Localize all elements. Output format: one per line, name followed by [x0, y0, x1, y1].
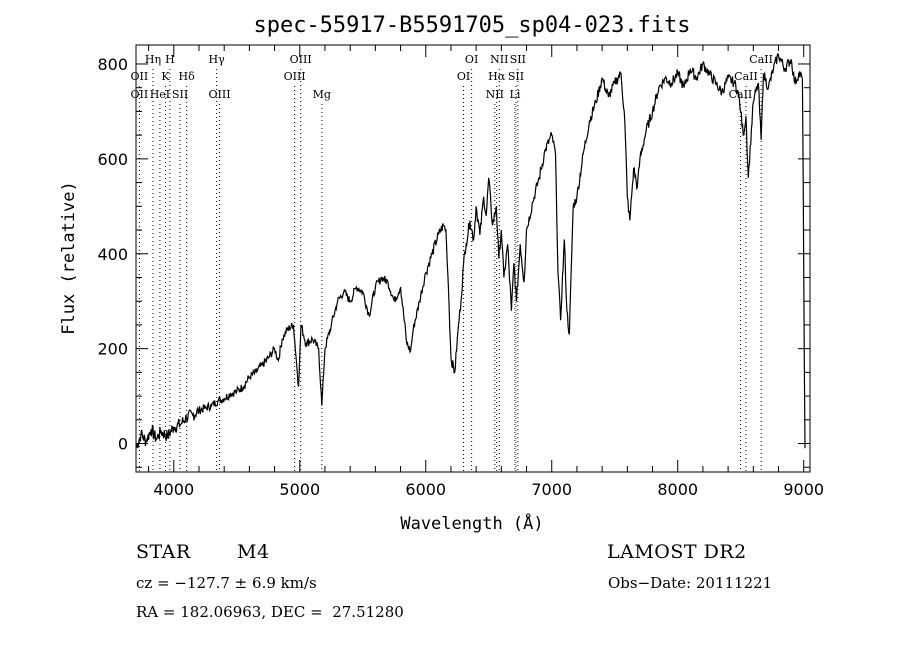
spectral-line-label: NII	[490, 53, 508, 66]
spectral-line-label: OII	[131, 70, 149, 83]
x-tick-label: 5000	[279, 480, 320, 499]
line-markers	[138, 69, 762, 472]
spectral-line-label: Mg	[313, 88, 331, 101]
y-axis-label: Flux (relative)	[59, 181, 79, 335]
spectral-line-label: CaII	[749, 53, 773, 66]
y-tick-label: 800	[97, 55, 128, 74]
x-axis-label: Wavelength (Å)	[400, 512, 543, 534]
x-tick-label: 9000	[783, 480, 824, 499]
axis-ticks	[136, 45, 810, 472]
spectral-line-label: NII	[486, 88, 504, 101]
spectral-line-label: K	[161, 70, 170, 83]
x-tick-label: 6000	[405, 480, 446, 499]
spectral-line-label: Li	[510, 88, 521, 101]
spectral-line-label: Hδ	[179, 70, 196, 83]
spectral-line-label: OI	[465, 53, 478, 66]
spectrum-series-line	[135, 52, 806, 449]
tick-labels: 4000 5000 6000 7000 8000 9000 0 200 400 600 800	[97, 55, 824, 499]
cz-text: cz = −127.7 ± 6.9 km/s	[136, 574, 317, 592]
spectral-line-label: SII	[172, 88, 188, 101]
x-tick-label: 4000	[153, 480, 194, 499]
x-tick-label: 7000	[531, 480, 572, 499]
chart-title: spec-55917-B5591705_sp04-023.fits	[253, 13, 690, 38]
line-labels: OII OII Hη HeI KH SII Hδ Hγ OIII OIII OIII Mg OI OI NI…	[131, 53, 773, 101]
spectral-line-label: SII	[510, 53, 526, 66]
spectral-line-label: Hγ	[209, 53, 226, 66]
spectral-line-label: OIII	[290, 53, 312, 66]
spectral-line-label: OIII	[208, 88, 230, 101]
class-label: STAR	[136, 541, 191, 563]
plot-frame	[135, 44, 811, 473]
spectral-line-label: HeI	[150, 88, 170, 101]
spectral-line-label: H	[165, 53, 175, 66]
spectral-line-label: Hη	[145, 53, 161, 66]
y-tick-label: 600	[97, 150, 128, 169]
spectral-line-label: CaII	[734, 70, 758, 83]
y-tick-label: 400	[97, 245, 128, 264]
spectral-line-label: Hα	[488, 70, 506, 83]
x-tick-label: 8000	[657, 480, 698, 499]
survey-label: LAMOST DR2	[607, 541, 747, 563]
y-tick-label: 200	[97, 340, 128, 359]
spectral-line-label: OIII	[284, 70, 306, 83]
spectral-line-label: OI	[457, 70, 470, 83]
spectral-line-label: CaII	[729, 88, 753, 101]
subclass-label: M4	[237, 541, 270, 563]
y-tick-label: 0	[118, 435, 128, 454]
spectral-line-label: OII	[131, 88, 149, 101]
spectral-line-label: SII	[508, 70, 524, 83]
obs-date-text: Obs−Date: 20111221	[608, 574, 773, 592]
coords-text: RA = 182.06963, DEC = 27.51280	[136, 603, 404, 621]
